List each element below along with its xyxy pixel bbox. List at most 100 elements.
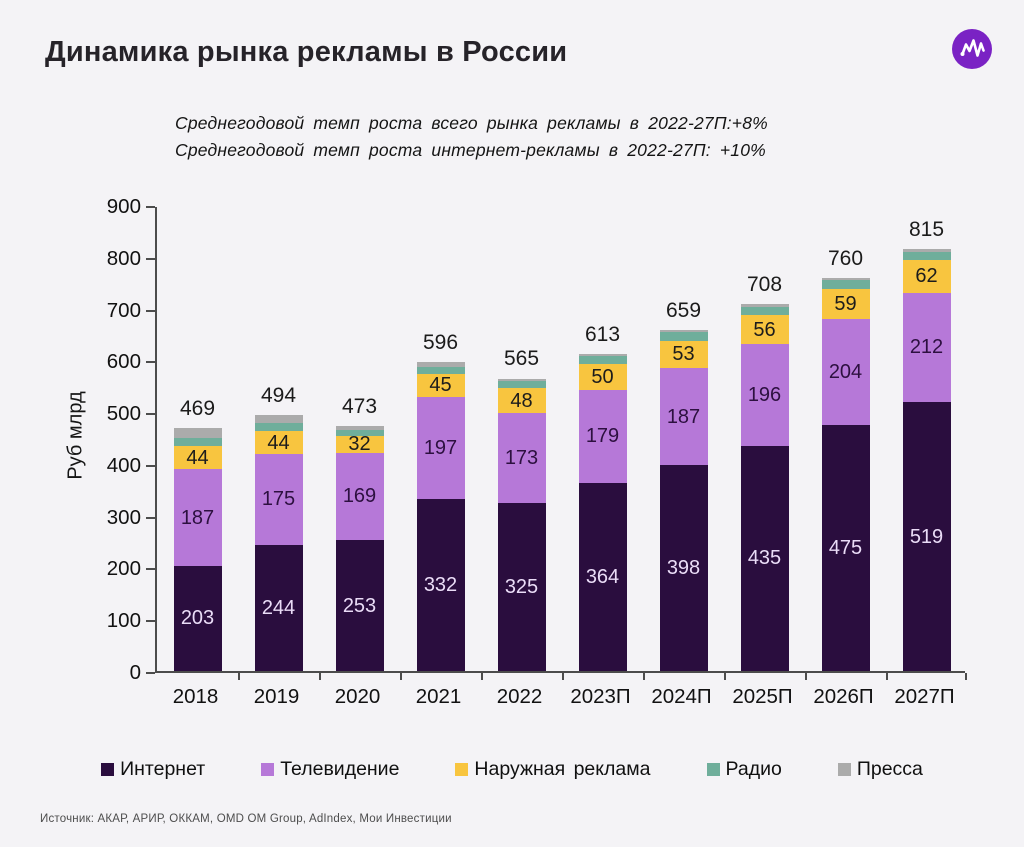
legend: Интернет Телевидение Наружная реклама Радио…	[0, 758, 1024, 781]
bar-segment-internet: 398	[659, 464, 708, 671]
bar-segment-radio	[578, 356, 627, 364]
bar-segment-press	[254, 415, 303, 423]
bar-segment-press	[821, 277, 870, 281]
bar-segment-tv: 187	[173, 469, 222, 566]
bar-total-label: 613	[584, 322, 621, 346]
y-tick-mark	[146, 257, 155, 260]
bar-slot-2023П: 50 179 364 613	[562, 205, 643, 671]
y-tick-mark	[146, 672, 155, 674]
bar-segment-radio	[416, 366, 465, 374]
y-tick-label: 500	[106, 402, 141, 426]
x-tick-mark	[238, 673, 240, 680]
page-title: Динамика рынка рекламы в России	[45, 36, 568, 68]
legend-label-radio: Радио	[725, 758, 782, 780]
legend-item-outdoor: Наружная реклама	[455, 758, 651, 781]
source-note: Источник: АКАР, АРИР, ОККАМ, OMD OM Grou…	[40, 813, 452, 825]
bar-segment-tv: 196	[740, 344, 789, 446]
bar-total-label: 815	[908, 218, 945, 242]
bar-total-label: 596	[422, 331, 459, 355]
bar-stack: 59 204 475	[821, 277, 870, 671]
legend-item-radio: Радио	[706, 758, 782, 781]
x-tick-label-2022: 2022	[496, 685, 543, 708]
legend-label-press: Пресса	[856, 758, 923, 780]
bar-segment-tv: 187	[659, 368, 708, 465]
bar-slot-2019: 44 175 244 494	[238, 205, 319, 671]
bar-segment-radio	[254, 423, 303, 432]
bar-segment-press	[578, 353, 627, 357]
x-tick-label-2025П: 2025П	[732, 685, 793, 708]
bar-total-label: 708	[746, 273, 783, 297]
bar-total-label: 473	[341, 395, 378, 419]
legend-marker-radio	[706, 763, 720, 776]
bar-segment-internet: 244	[254, 544, 303, 671]
bar-segment-tv: 173	[497, 413, 546, 503]
x-tick-label-2019: 2019	[253, 685, 300, 708]
x-tick-mark	[562, 673, 564, 680]
bar-segment-press	[335, 426, 384, 431]
bar-segment-tv: 212	[902, 292, 951, 403]
bar-stack: 56 196 435	[740, 304, 789, 671]
x-tick-mark	[481, 673, 483, 680]
chart-subtitle: Среднегодовой темп роста всего рынка рек…	[175, 110, 768, 164]
legend-marker-tv	[261, 763, 275, 776]
y-tick-mark	[146, 413, 155, 416]
legend-label-tv: Телевидение	[280, 758, 400, 780]
y-tick-mark	[146, 361, 155, 364]
bar-slot-2026П: 59 204 475 760	[805, 205, 886, 671]
bar-segment-radio	[821, 280, 870, 289]
bar-segment-outdoor: 45	[416, 373, 465, 398]
bar-segment-outdoor: 56	[740, 315, 789, 345]
x-tick-mark	[886, 673, 888, 680]
bar-segment-outdoor: 32	[335, 434, 384, 454]
x-tick-label-2023П: 2023П	[570, 685, 631, 708]
bar-segment-tv: 197	[416, 397, 465, 500]
bar-segment-internet: 435	[740, 445, 789, 671]
bar-segment-tv: 169	[335, 452, 384, 541]
bar-segment-press	[173, 428, 222, 438]
x-tick-mark	[643, 673, 645, 680]
y-tick-label: 800	[106, 246, 141, 270]
y-tick-label: 100	[106, 609, 141, 633]
bar-segment-press	[497, 378, 546, 382]
bar-stack: 32 169 253	[335, 426, 384, 671]
y-tick-mark	[146, 568, 155, 571]
bar-segment-outdoor: 59	[821, 288, 870, 320]
y-tick-label: 200	[106, 557, 141, 581]
y-tick-mark	[146, 464, 155, 467]
legend-item-tv: Телевидение	[261, 758, 399, 781]
x-axis-labels: 2018 2019 2020 2021 2022 2023П 2024П 2025П 2026П…	[155, 685, 965, 709]
x-tick-mark	[724, 673, 726, 680]
bar-segment-press	[740, 304, 789, 308]
bar-total-label: 659	[665, 298, 702, 322]
bar-stack: 44 175 244	[254, 415, 303, 671]
bar-segment-outdoor: 44	[173, 446, 222, 470]
bar-segment-outdoor: 50	[578, 363, 627, 390]
y-tick-label: 400	[106, 453, 141, 477]
bar-segment-internet: 475	[821, 425, 870, 671]
x-tick-label-2024П: 2024П	[651, 685, 712, 708]
y-tick-label: 600	[106, 350, 141, 374]
bar-segment-internet: 203	[173, 565, 222, 671]
x-tick-mark	[400, 673, 402, 680]
bar-segment-outdoor: 48	[497, 388, 546, 414]
bar-stack: 53 187 398	[659, 329, 708, 671]
y-tick-mark	[146, 309, 155, 312]
bar-segment-radio	[173, 437, 222, 447]
x-tick-label-2027П: 2027П	[894, 685, 955, 708]
bar-total-label: 760	[827, 246, 864, 270]
subtitle-line-total-growth: Среднегодовой темп роста всего рынка рек…	[175, 113, 768, 133]
bar-stack: 50 179 364	[578, 353, 627, 671]
bar-slot-2027П: 62 212 519 815	[886, 205, 967, 671]
bar-segment-press	[416, 362, 465, 367]
bar-segment-radio	[902, 251, 951, 261]
plot-area: 44 187 203 469 44 175 244 494 32 169 253 473 45 197 33…	[107, 195, 967, 684]
bar-segment-outdoor: 53	[659, 340, 708, 369]
legend-item-press: Пресса	[837, 758, 923, 781]
bar-slot-2018: 44 187 203 469	[157, 205, 238, 671]
bar-segment-radio	[740, 307, 789, 316]
legend-marker-outdoor	[455, 763, 469, 776]
legend-item-internet: Интернет	[101, 758, 205, 781]
bar-stack: 45 197 332	[416, 362, 465, 671]
y-tick-label: 700	[106, 298, 141, 322]
bar-segment-press	[659, 329, 708, 333]
